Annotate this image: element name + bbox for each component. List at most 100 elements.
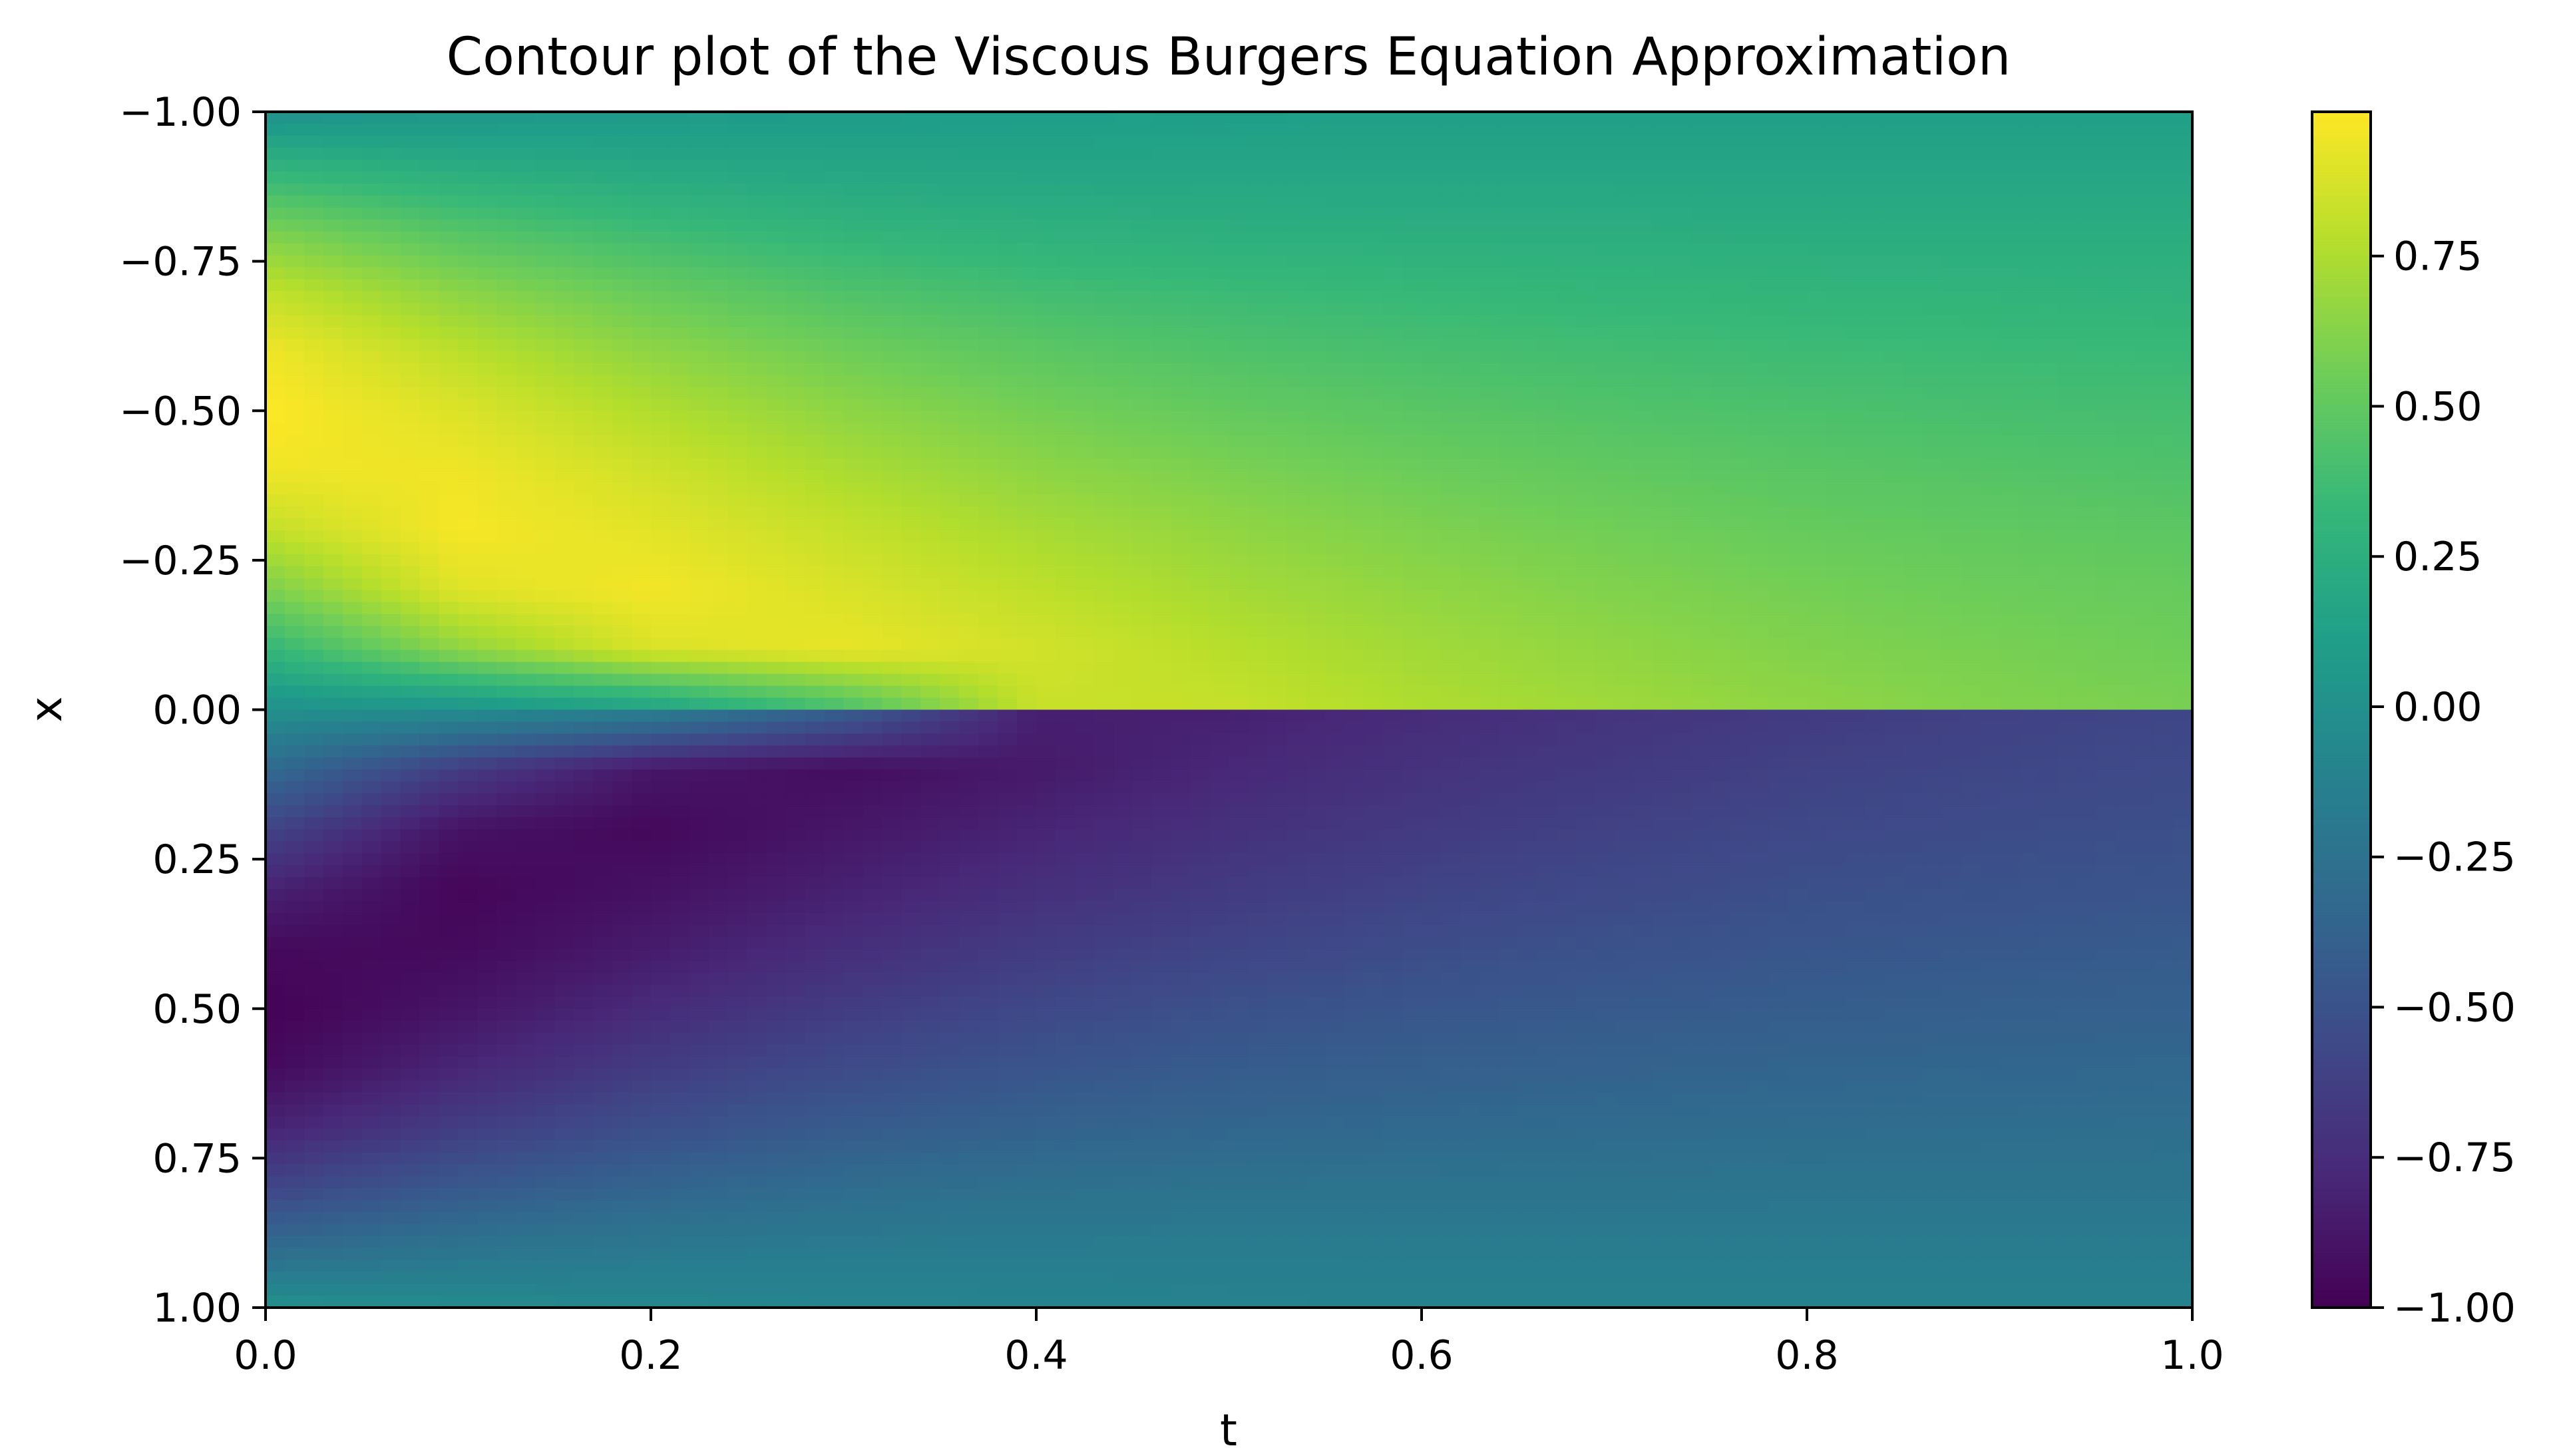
heatmap-cell [535,255,556,268]
heatmap-cell [1903,602,1923,615]
heatmap-cell [1903,387,1923,400]
heatmap-cell [1788,171,1808,184]
heatmap-cell [805,423,825,436]
heatmap-cell [1402,171,1422,184]
heatmap-cell [1768,673,1788,687]
heatmap-cell [1306,602,1326,615]
heatmap-cell [1440,255,1461,268]
heatmap-cell [1595,673,1615,687]
heatmap-cell [1479,435,1499,448]
heatmap-cell [1980,482,2001,495]
heatmap-cell [1209,482,1230,495]
heatmap-cell [1941,614,1962,627]
heatmap-cell [477,363,498,376]
heatmap-cell [1171,207,1191,220]
heatmap-cell [1286,399,1307,412]
heatmap-cell [303,327,324,340]
heatmap-cell [1344,542,1365,555]
heatmap-cell [1209,351,1230,364]
heatmap-cell [1517,363,1538,376]
heatmap-cell [535,195,556,208]
heatmap-cell [2057,518,2078,531]
heatmap-cell [1633,112,1654,124]
heatmap-cell [1845,494,1866,507]
heatmap-cell [1595,315,1615,328]
heatmap-cell [361,661,382,675]
heatmap-cell [747,387,767,400]
heatmap-cell [381,673,401,687]
heatmap-cell [1556,470,1577,483]
heatmap-cell [323,518,343,531]
heatmap-cell [1710,112,1731,124]
heatmap-cell [1017,327,1037,340]
heatmap-cell [1440,123,1461,136]
heatmap-cell [1113,183,1133,196]
heatmap-cell [2173,231,2193,244]
heatmap-cell [747,267,767,280]
heatmap-cell [1575,231,1596,244]
heatmap-cell [1826,291,1846,304]
heatmap-cell [1460,195,1480,208]
heatmap-cell [1556,231,1577,244]
heatmap-cell [284,327,305,340]
heatmap-cell [1017,578,1037,591]
heatmap-cell [920,351,941,364]
heatmap-cell [1691,614,1712,627]
heatmap-cell [2019,614,2039,627]
heatmap-cell [1460,135,1480,148]
heatmap-cell [2115,673,2136,687]
heatmap-cell [1498,147,1519,160]
heatmap-cell [1710,494,1731,507]
heatmap-cell [323,554,343,567]
heatmap-cell [439,112,459,124]
heatmap-cell [843,685,864,699]
heatmap-cell [747,411,767,424]
heatmap-cell [1730,458,1750,471]
heatmap-cell [1517,602,1538,615]
heatmap-cell [1575,135,1596,148]
heatmap-cell [1672,602,1692,615]
heatmap-cell [1229,123,1249,136]
heatmap-cell [1344,195,1365,208]
heatmap-cell [1306,554,1326,567]
heatmap-cell [1864,171,1885,184]
heatmap-cell [1941,602,1962,615]
heatmap-cell [477,578,498,591]
heatmap-cell [2154,112,2174,124]
heatmap-cell [419,637,440,651]
heatmap-cell [1749,279,1769,292]
heatmap-cell [1941,685,1962,699]
heatmap-cell [1575,506,1596,519]
heatmap-cell [535,339,556,352]
heatmap-cell [651,697,671,711]
heatmap-cell [2173,661,2193,675]
heatmap-cell [689,123,709,136]
heatmap-cell [805,578,825,591]
heatmap-cell [1595,458,1615,471]
heatmap-cell [266,637,286,651]
heatmap-cell [554,590,575,603]
heatmap-cell [708,195,729,208]
heatmap-cell [1344,351,1365,364]
heatmap-cell [554,147,575,160]
heatmap-cell [516,123,536,136]
heatmap-cell [1383,614,1403,627]
heatmap-cell [2134,267,2154,280]
heatmap-cell [554,375,575,388]
heatmap-cell [266,387,286,400]
heatmap-cell [1961,637,1981,651]
heatmap-cell [1286,566,1307,579]
heatmap-cell [400,578,421,591]
heatmap-cell [1672,243,1692,256]
heatmap-cell [2057,637,2078,651]
heatmap-cell [1460,123,1480,136]
heatmap-cell [978,661,998,675]
heatmap-cell [1422,649,1442,663]
heatmap-cell [651,231,671,244]
heatmap-cell [342,542,363,555]
heatmap-cell [1074,697,1095,711]
heatmap-cell [1402,685,1422,699]
heatmap-cell [1883,399,1904,412]
heatmap-cell [1575,375,1596,388]
heatmap-cell [1517,303,1538,316]
